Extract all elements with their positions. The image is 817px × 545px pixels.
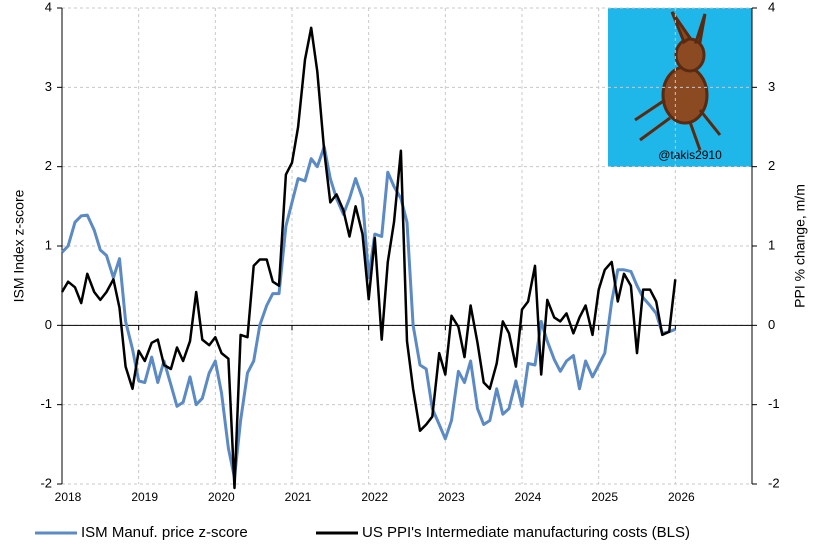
y2-tick-label: 4 bbox=[768, 0, 775, 14]
series-line bbox=[60, 26, 677, 490]
y-tick-label: -1 bbox=[40, 396, 52, 411]
y-axis-label: ISM Index z-score bbox=[11, 189, 27, 302]
annotation: @takis2910 bbox=[658, 148, 722, 162]
y2-tick-label: 1 bbox=[768, 237, 775, 252]
y-tick-label: 3 bbox=[45, 79, 52, 94]
x-tick-label: 2019 bbox=[131, 490, 158, 504]
x-tick-label: 2025 bbox=[591, 490, 618, 504]
y-tick-label: 2 bbox=[45, 158, 52, 173]
x-tick-label: 2026 bbox=[668, 490, 695, 504]
y2-tick-label: -1 bbox=[768, 396, 780, 411]
legend-label: US PPI's Intermediate manufacturing cost… bbox=[362, 524, 690, 541]
y2-tick-label: 0 bbox=[768, 317, 775, 332]
y-tick-label: 4 bbox=[45, 0, 52, 14]
x-tick-label: 2020 bbox=[208, 490, 235, 504]
x-tick-label: 2021 bbox=[285, 490, 312, 504]
y-tick-label: 0 bbox=[45, 317, 52, 332]
x-tick-label: 2022 bbox=[361, 490, 388, 504]
legend-label: ISM Manuf. price z-score bbox=[81, 524, 248, 541]
y-tick-label: 1 bbox=[45, 237, 52, 252]
x-tick-label: 2024 bbox=[515, 490, 542, 504]
x-tick-label: 2023 bbox=[438, 490, 465, 504]
logo-figure bbox=[634, 11, 722, 151]
y-tick-label: -2 bbox=[40, 475, 52, 490]
x-tick-label: 2018 bbox=[55, 490, 82, 504]
y2-tick-label: 2 bbox=[768, 158, 775, 173]
y2-axis-label: PPI % change, m/m bbox=[792, 184, 808, 308]
y2-tick-label: 3 bbox=[768, 79, 775, 94]
y2-tick-label: -2 bbox=[768, 475, 780, 490]
